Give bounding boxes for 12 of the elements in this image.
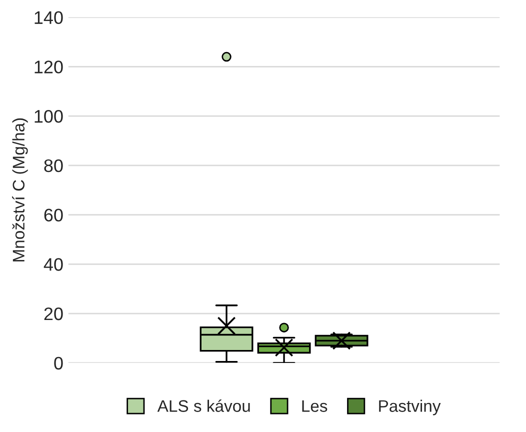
y-tick-label: 120 (34, 60, 63, 74)
y-tick-label: 100 (34, 110, 63, 123)
legend-label: Pastviny (379, 400, 441, 416)
y-tick-label: 20 (44, 307, 63, 320)
legend-label: Les (302, 400, 328, 412)
y-axis-title: Množství C (Mg/ha) (12, 118, 28, 262)
y-tick-label: 60 (44, 208, 63, 222)
y-tick-label: 0 (54, 356, 63, 370)
y-tick-label: 80 (44, 159, 63, 172)
y-tick-label: 40 (44, 258, 63, 271)
y-tick-label: 140 (34, 11, 63, 24)
legend-label: ALS s kávou (157, 400, 250, 412)
